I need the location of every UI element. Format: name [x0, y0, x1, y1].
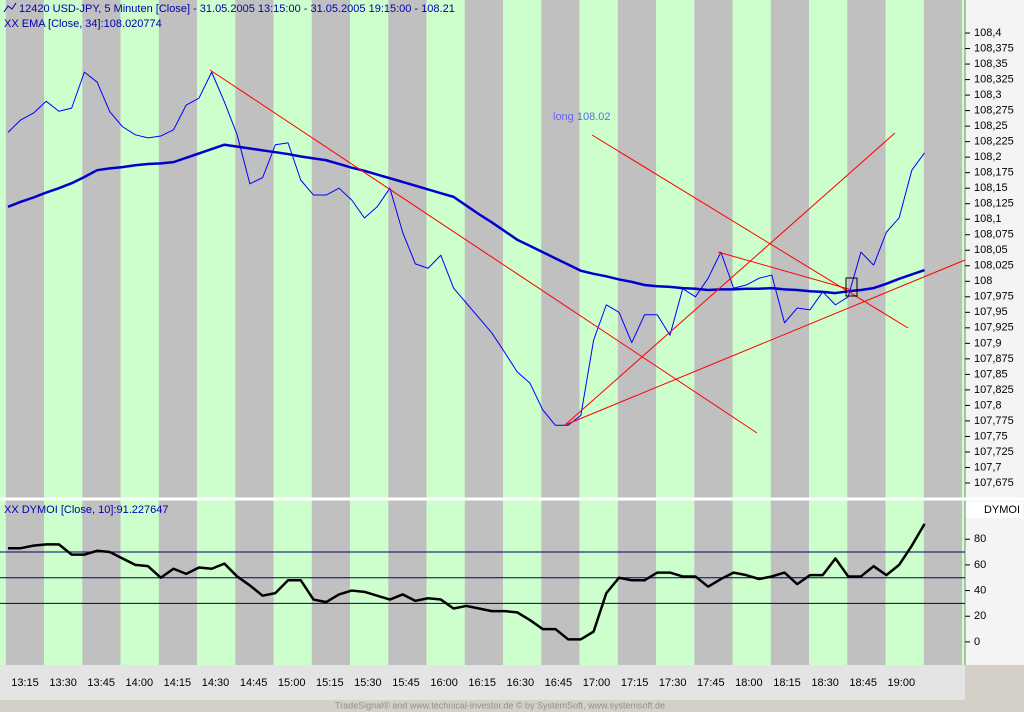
y-tick-label: 108,4 — [974, 27, 1002, 39]
footer: TradeSignal® and www.technical-investor.… — [335, 700, 665, 710]
time-axis-background — [0, 665, 965, 700]
axis-label: DYMOI — [984, 504, 1020, 516]
stripe — [579, 0, 618, 665]
stripe — [350, 0, 389, 665]
trend-line — [564, 259, 966, 426]
y-tick-label: 40 — [974, 584, 986, 596]
time-stripes — [0, 0, 965, 665]
x-tick-label: 15:00 — [278, 677, 306, 689]
dymoi-legend: XX DYMOI [Close, 10]:91.227647 — [4, 504, 168, 516]
y-tick-label: 107,775 — [974, 415, 1014, 427]
x-tick-label: 13:45 — [87, 677, 115, 689]
x-tick-label: 16:30 — [507, 677, 535, 689]
x-tick-label: 17:45 — [697, 677, 725, 689]
y-tick-label: 108,225 — [974, 136, 1014, 148]
x-tick-label: 17:00 — [583, 677, 611, 689]
y-tick-label: 108,375 — [974, 42, 1014, 54]
price-legend: 12420 USD-JPY, 5 Minuten [Close] - 31.05… — [19, 3, 455, 15]
y-tick-label: 107,95 — [974, 306, 1008, 318]
y-tick-label: 107,8 — [974, 399, 1002, 411]
x-tick-label: 16:15 — [468, 677, 496, 689]
x-tick-label: 19:00 — [888, 677, 916, 689]
x-tick-label: 17:15 — [621, 677, 649, 689]
stripe — [885, 0, 924, 665]
x-tick-label: 14:15 — [164, 677, 192, 689]
x-tick-label: 18:00 — [735, 677, 763, 689]
plot-layer: 108,4 108,375 108,35 108,325 108,3 108,275 108… — [0, 27, 1014, 689]
y-tick-label: 108,075 — [974, 229, 1014, 241]
stripe — [44, 0, 83, 665]
x-tick-label: 13:30 — [49, 677, 77, 689]
y-tick-label: 108,15 — [974, 182, 1008, 194]
y-tick-label: 108,1 — [974, 213, 1002, 225]
stripe — [656, 0, 695, 665]
x-tick-label: 16:00 — [430, 677, 458, 689]
y-tick-label: 107,85 — [974, 368, 1008, 380]
y-tick-label: 107,875 — [974, 353, 1014, 365]
stripe — [732, 0, 771, 665]
y-tick-label: 107,925 — [974, 322, 1014, 334]
stripe — [0, 0, 6, 665]
y-tick-label: 107,75 — [974, 430, 1008, 442]
stripe — [426, 0, 465, 665]
annotation: long 108.02 — [553, 111, 611, 123]
y-tick-label: 80 — [974, 533, 986, 545]
y-tick-label: 108,325 — [974, 73, 1014, 85]
y-tick-label: 107,9 — [974, 337, 1002, 349]
y-tick-label: 108,3 — [974, 89, 1002, 101]
stripe — [197, 0, 236, 665]
x-tick-label: 14:00 — [126, 677, 154, 689]
series-icon — [3, 2, 17, 13]
y-tick-label: 108,175 — [974, 167, 1014, 179]
y-tick-label: 107,975 — [974, 291, 1014, 303]
y-tick-label: 0 — [974, 636, 980, 648]
y-tick-label: 20 — [974, 610, 986, 622]
y-tick-label: 60 — [974, 559, 986, 571]
x-tick-label: 15:45 — [392, 677, 420, 689]
x-tick-label: 14:45 — [240, 677, 268, 689]
signal-box — [845, 277, 858, 297]
trend-line — [209, 69, 758, 434]
y-tick-label: 108 — [974, 275, 992, 287]
axis-label-box — [966, 502, 1023, 518]
stripe — [120, 0, 159, 665]
y-tick-label: 108,025 — [974, 260, 1014, 272]
x-tick-label: 18:30 — [811, 677, 839, 689]
stripe — [273, 0, 312, 665]
price-axis-background — [965, 0, 1024, 665]
y-tick-label: 107,7 — [974, 461, 1002, 473]
x-tick-label: 17:30 — [659, 677, 687, 689]
stripe — [809, 0, 848, 665]
y-tick-label: 108,35 — [974, 58, 1008, 70]
x-tick-label: 15:30 — [354, 677, 382, 689]
x-tick-label: 18:45 — [849, 677, 877, 689]
y-tick-label: 108,2 — [974, 151, 1002, 163]
x-tick-label: 16:45 — [545, 677, 573, 689]
series-line — [8, 523, 926, 641]
y-tick-label: 108,25 — [974, 120, 1008, 132]
x-tick-label: 14:30 — [202, 677, 230, 689]
x-tick-label: 13:15 — [11, 677, 39, 689]
series-line — [7, 143, 925, 295]
y-tick-label: 107,825 — [974, 384, 1014, 396]
plot-background — [0, 0, 965, 665]
trend-line — [717, 251, 853, 291]
trend-line — [564, 132, 896, 426]
series-line — [7, 71, 925, 426]
ema-legend: XX EMA [Close, 34]:108.020774 — [4, 18, 162, 30]
y-tick-label: 108,275 — [974, 105, 1014, 117]
y-tick-label: 108,05 — [974, 244, 1008, 256]
x-tick-label: 18:15 — [773, 677, 801, 689]
x-tick-label: 15:15 — [316, 677, 344, 689]
stripe — [503, 0, 542, 665]
stripe — [962, 0, 965, 665]
y-tick-label: 107,725 — [974, 446, 1014, 458]
y-tick-label: 108,125 — [974, 198, 1014, 210]
y-tick-label: 107,675 — [974, 477, 1014, 489]
